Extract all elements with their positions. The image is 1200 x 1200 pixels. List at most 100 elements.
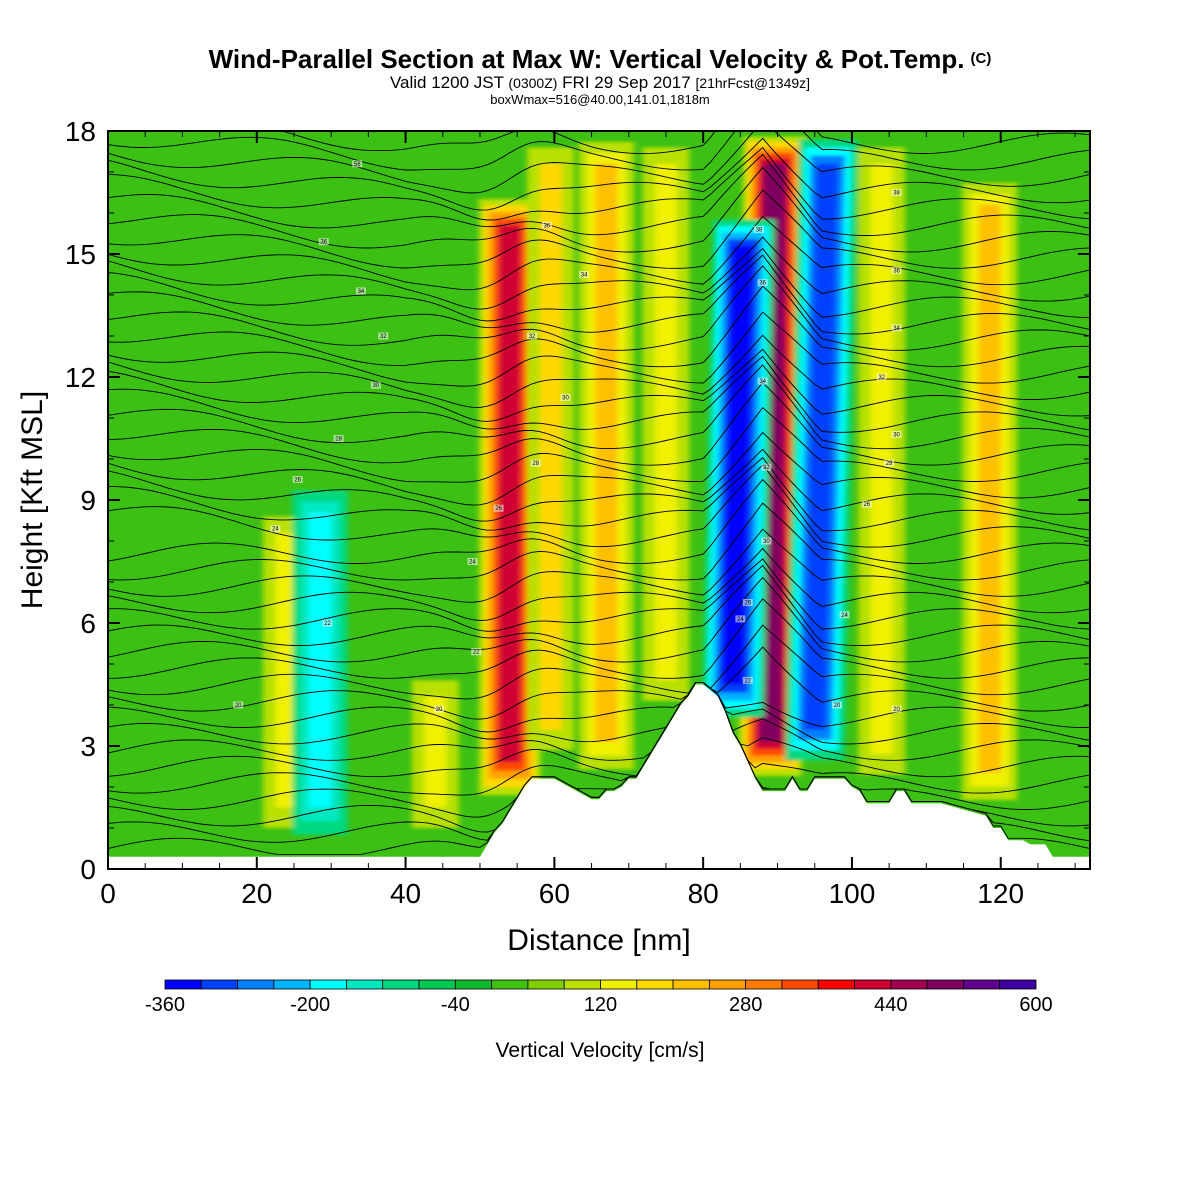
theta-contour-label-group: 30 — [560, 394, 571, 402]
contour-label-bg — [742, 599, 753, 606]
theta-contour-labels: 56 36 34 32 30 28 26 24 22 20 20 22 24 26 28 30 32 34 36 38… — [233, 160, 902, 713]
theta-contour-label: 24 — [272, 527, 279, 533]
theta-contour-label: 20 — [834, 703, 841, 709]
theta-contour-label: 34 — [893, 326, 900, 332]
colorbar-swatch — [200, 979, 238, 990]
velocity-band — [721, 245, 754, 685]
colorbar-swatch — [817, 979, 855, 990]
theta-contour-label-group: 22 — [742, 676, 753, 684]
colorbar-tick-label: -200 — [290, 994, 330, 1016]
theta-contour-label: 28 — [532, 461, 539, 467]
contour-label-bg — [891, 324, 902, 332]
colorbar-swatch — [164, 979, 202, 990]
theta-contour-line — [108, 564, 1090, 646]
updraft-column — [961, 182, 1018, 800]
theta-contour-line — [108, 646, 1090, 720]
velocity-band — [655, 163, 677, 681]
theta-contour-line — [108, 265, 1090, 351]
theta-contour-label: 36 — [893, 268, 900, 274]
valid-date: FRI 29 Sep 2017 — [562, 73, 691, 92]
theta-contour-label: 36 — [320, 240, 327, 246]
theta-contour-line — [108, 137, 1090, 211]
theta-contour-line — [108, 131, 1090, 171]
colorbar-tick-label: 280 — [729, 994, 762, 1016]
contour-label-bg — [742, 676, 753, 684]
title-block: Wind-Parallel Section at Max W: Vertical… — [0, 44, 1200, 107]
theta-contour-label-group: 34 — [355, 287, 366, 295]
theta-contour-line — [108, 576, 1090, 663]
colorbar-swatch — [745, 979, 783, 990]
theta-contour-label: 22 — [324, 621, 331, 627]
y-tick-label: 18 — [65, 116, 96, 147]
theta-contour-line — [108, 236, 1090, 310]
colorbar-tick-label: 600 — [1019, 994, 1052, 1016]
theta-contour-label-group: 24 — [467, 558, 478, 566]
colorbar-swatch — [708, 979, 747, 990]
theta-contour-label-group: 20 — [434, 705, 445, 713]
theta-contour-label: 24 — [841, 613, 848, 619]
theta-contour-label: 24 — [737, 617, 744, 623]
contour-label-bg — [467, 558, 478, 565]
x-tick-label: 80 — [688, 878, 719, 909]
contour-label-bg — [471, 648, 482, 656]
theta-contour-line — [108, 457, 1090, 532]
colorbar-swatch — [454, 979, 493, 990]
theta-contour-line — [108, 682, 1090, 745]
chart-subtitle: Valid 1200 JST (0300Z) FRI 29 Sep 2017 [… — [0, 74, 1200, 92]
velocity-band — [498, 225, 521, 763]
contour-label-bg — [832, 701, 843, 709]
theta-contour-label: 30 — [562, 396, 569, 402]
colorbar-tick-label: 440 — [874, 994, 907, 1016]
theta-contour-label-group: 28 — [530, 459, 541, 467]
contour-label-bg — [434, 705, 445, 713]
colorbar-swatch — [309, 979, 347, 990]
colorbar-swatch — [999, 979, 1037, 990]
valid-time: Valid 1200 JST — [389, 73, 504, 92]
theta-contour-line — [108, 254, 1090, 335]
contour-label-bg — [891, 266, 902, 274]
theta-contour-label-group: 24 — [270, 525, 281, 533]
theta-contour-label: 32 — [763, 465, 770, 471]
theta-contour-label-group: 20 — [233, 701, 244, 709]
theta-contour-label-group: 26 — [292, 476, 303, 484]
contour-label-bg — [370, 381, 381, 389]
y-tick-label: 15 — [65, 239, 96, 270]
theta-contour-line — [108, 431, 1090, 506]
theta-contour-label: 30 — [893, 432, 900, 438]
contour-label-bg — [322, 619, 333, 627]
theta-contour-label: 34 — [581, 273, 588, 279]
colorbar-swatch — [781, 979, 819, 990]
x-tick-label: 60 — [539, 878, 570, 909]
theta-contour-label: 26 — [294, 478, 301, 484]
x-tick-label: 40 — [390, 878, 421, 909]
theta-contour-label: 36 — [759, 281, 766, 287]
colorbar-tick-label: -40 — [441, 994, 470, 1016]
chart-title-text: Wind-Parallel Section at Max W: Vertical… — [208, 44, 965, 74]
contour-label-bg — [891, 705, 902, 713]
contour-label-bg — [292, 476, 303, 483]
theta-contour-label-group: 26 — [861, 500, 872, 508]
theta-contour-label-group: 36 — [891, 266, 902, 274]
theta-contour-label-group: 32 — [378, 332, 389, 340]
theta-contour-line — [108, 407, 1090, 483]
theta-contour-label-group: 36 — [541, 221, 552, 229]
theta-contour-label: 26 — [863, 502, 870, 508]
theta-contour-label: 26 — [744, 601, 751, 607]
theta-contour-line — [108, 166, 1090, 253]
velocity-band — [978, 204, 1001, 773]
contour-label-bg — [861, 500, 872, 508]
colorbar: -360 -200 -40 120 280 440 600 — [145, 979, 1053, 1016]
theta-contours — [108, 131, 1090, 856]
contour-label-bg — [233, 701, 244, 709]
theta-contour-label-group: 20 — [832, 701, 843, 709]
theta-contour-label: 32 — [529, 334, 536, 340]
colorbar-swatch — [527, 979, 565, 990]
colorbar-swatch — [600, 979, 638, 990]
theta-contour-line — [108, 247, 1090, 322]
contour-label-bg — [839, 611, 850, 619]
contour-label-bg — [530, 459, 541, 467]
x-axis: 0 20 40 60 80 100 120 — [100, 131, 1076, 909]
contour-label-bg — [761, 537, 772, 545]
chart-title: Wind-Parallel Section at Max W: Vertical… — [0, 44, 1200, 74]
